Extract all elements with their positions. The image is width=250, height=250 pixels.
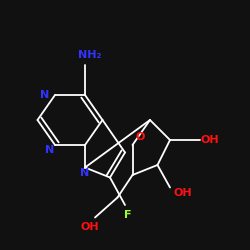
- Text: N: N: [46, 145, 54, 155]
- Text: OH: OH: [201, 135, 219, 145]
- Text: O: O: [135, 132, 145, 142]
- Text: F: F: [124, 210, 131, 220]
- Text: N: N: [80, 168, 90, 177]
- Text: OH: OH: [173, 188, 192, 198]
- Text: NH₂: NH₂: [78, 50, 102, 60]
- Text: N: N: [40, 90, 50, 100]
- Text: OH: OH: [81, 222, 99, 232]
